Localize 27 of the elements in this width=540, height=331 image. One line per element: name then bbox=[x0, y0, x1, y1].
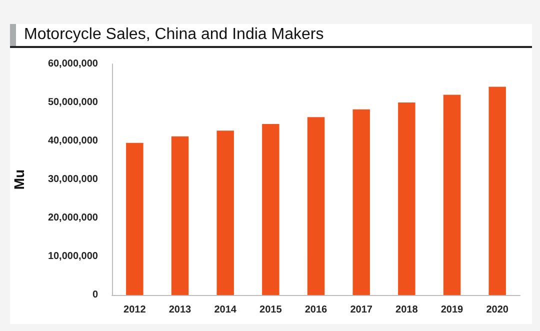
x-tick-label: 2014 bbox=[214, 304, 237, 316]
y-tick-label: 60,000,000 bbox=[48, 58, 98, 70]
bar bbox=[398, 102, 416, 295]
y-tick-label: 0 bbox=[92, 290, 98, 300]
x-tick-label: 2019 bbox=[440, 304, 464, 316]
x-tick-label: 2017 bbox=[350, 304, 373, 316]
x-tick-label: 2020 bbox=[486, 304, 509, 316]
bar bbox=[352, 109, 370, 295]
bar bbox=[171, 136, 189, 295]
bar bbox=[262, 124, 280, 295]
x-tick-label: 2012 bbox=[124, 304, 146, 316]
y-tick-label: 40,000,000 bbox=[48, 136, 98, 146]
y-tick-label: 20,000,000 bbox=[48, 212, 98, 224]
x-tick-label: 2018 bbox=[396, 304, 418, 316]
bar bbox=[307, 117, 325, 295]
bar bbox=[126, 142, 144, 295]
chart-title: Motorcycle Sales, China and India Makers bbox=[24, 26, 324, 44]
y-tick-label: 50,000,000 bbox=[48, 97, 98, 108]
x-tick-label: 2015 bbox=[260, 304, 282, 316]
bar bbox=[216, 130, 234, 295]
x-tick-label: 2016 bbox=[304, 304, 328, 316]
y-tick-label: 10,000,000 bbox=[48, 251, 98, 262]
x-tick-label: 2013 bbox=[168, 304, 192, 316]
y-tick-label: 30,000,000 bbox=[48, 174, 98, 185]
y-axis-title: Mu bbox=[11, 169, 27, 190]
bar bbox=[443, 94, 461, 295]
bar bbox=[488, 86, 506, 295]
